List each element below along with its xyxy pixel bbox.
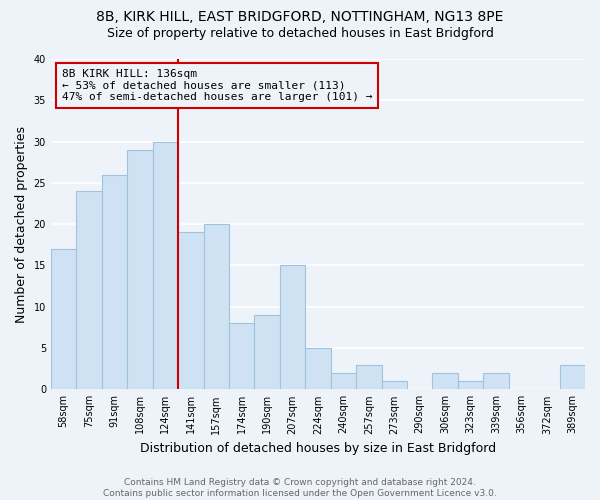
Bar bbox=[433, 373, 458, 390]
Bar bbox=[51, 249, 76, 390]
Text: Contains HM Land Registry data © Crown copyright and database right 2024.
Contai: Contains HM Land Registry data © Crown c… bbox=[103, 478, 497, 498]
Bar bbox=[331, 373, 356, 390]
Bar bbox=[178, 232, 203, 390]
Y-axis label: Number of detached properties: Number of detached properties bbox=[15, 126, 28, 322]
Text: Size of property relative to detached houses in East Bridgford: Size of property relative to detached ho… bbox=[107, 28, 493, 40]
Bar bbox=[280, 266, 305, 390]
Bar bbox=[356, 364, 382, 390]
Bar bbox=[305, 348, 331, 390]
Bar bbox=[254, 315, 280, 390]
Text: 8B KIRK HILL: 136sqm
← 53% of detached houses are smaller (113)
47% of semi-deta: 8B KIRK HILL: 136sqm ← 53% of detached h… bbox=[62, 69, 372, 102]
Bar bbox=[229, 323, 254, 390]
Bar bbox=[560, 364, 585, 390]
Bar bbox=[152, 142, 178, 390]
Bar bbox=[483, 373, 509, 390]
Bar bbox=[127, 150, 152, 390]
Text: 8B, KIRK HILL, EAST BRIDGFORD, NOTTINGHAM, NG13 8PE: 8B, KIRK HILL, EAST BRIDGFORD, NOTTINGHA… bbox=[97, 10, 503, 24]
Bar bbox=[458, 381, 483, 390]
Bar bbox=[102, 174, 127, 390]
Bar bbox=[382, 381, 407, 390]
Bar bbox=[203, 224, 229, 390]
Bar bbox=[76, 191, 102, 390]
X-axis label: Distribution of detached houses by size in East Bridgford: Distribution of detached houses by size … bbox=[140, 442, 496, 455]
